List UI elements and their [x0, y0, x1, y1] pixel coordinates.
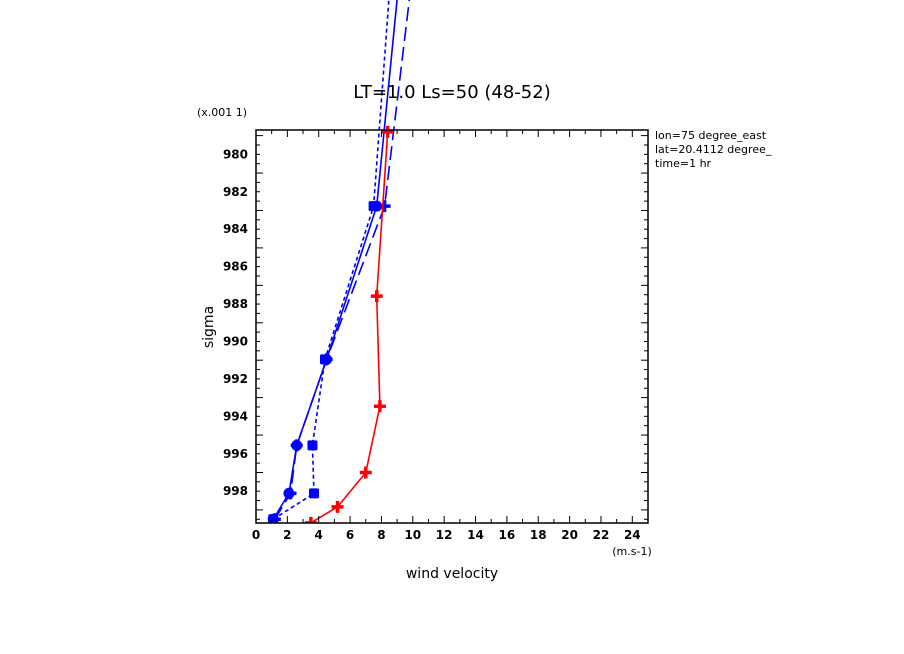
series-layer	[267, 0, 411, 523]
point-marker-1	[309, 488, 320, 499]
x-tick-label: 16	[499, 528, 516, 542]
y-tick-label: 982	[223, 185, 248, 199]
point-marker-0	[267, 513, 279, 523]
chart-title: LT=1.0 Ls=50 (48-52)	[353, 82, 550, 103]
y-tick-label: 986	[223, 260, 248, 274]
x-tick-label: 6	[346, 528, 354, 542]
x-tick-label: 22	[593, 528, 610, 542]
x-tick-label: 12	[436, 528, 453, 542]
y-tick-label: 990	[223, 334, 248, 348]
x-tick-label: 14	[467, 528, 484, 542]
x-tick-label: 2	[283, 528, 291, 542]
point-marker-1	[331, 500, 344, 513]
point-marker-3	[373, 400, 386, 413]
y-tick-label: 984	[223, 222, 248, 236]
point-marker-2	[291, 439, 303, 451]
x-tick-label: 8	[377, 528, 385, 542]
x-tick-label: 24	[624, 528, 641, 542]
point-marker-2	[307, 440, 318, 451]
series-line-0	[310, 131, 389, 523]
plot-frame	[255, 129, 649, 524]
point-marker-1	[283, 487, 295, 499]
x-tick-label: 18	[530, 528, 547, 542]
series-0	[304, 125, 394, 523]
y-tick-label: 994	[223, 409, 248, 423]
point-marker-4	[370, 290, 383, 303]
x-tick-label: 10	[404, 528, 421, 542]
x-unit-label: (m.s-1)	[612, 545, 652, 558]
series-3	[268, 0, 390, 523]
info-time: time=1 hr	[655, 157, 712, 170]
x-tick-label: 20	[561, 528, 578, 542]
info-lat: lat=20.4112 degree_	[655, 143, 772, 156]
series-1	[267, 0, 398, 523]
y-tick-label: 980	[223, 147, 248, 161]
y-tick-label: 988	[223, 297, 248, 311]
point-marker-2	[359, 466, 372, 479]
x-tick-label: 0	[252, 528, 260, 542]
y-tick-label: 996	[223, 447, 248, 461]
point-marker-3	[321, 353, 333, 365]
point-marker-4	[371, 200, 383, 212]
ticks-layer: 0 2 4 6 8 10 12 14 16 18 20 22 249809829849869889909…	[223, 130, 648, 542]
point-marker-5	[381, 125, 394, 138]
y-scale-note: (x.001 1)	[197, 106, 247, 119]
y-tick-label: 998	[223, 484, 248, 498]
info-lon: lon=75 degree_east	[655, 129, 767, 142]
y-axis-title: sigma	[201, 306, 217, 348]
y-tick-label: 992	[223, 372, 248, 386]
x-tick-label: 4	[315, 528, 323, 542]
x-axis-title: wind velocity	[406, 566, 498, 582]
